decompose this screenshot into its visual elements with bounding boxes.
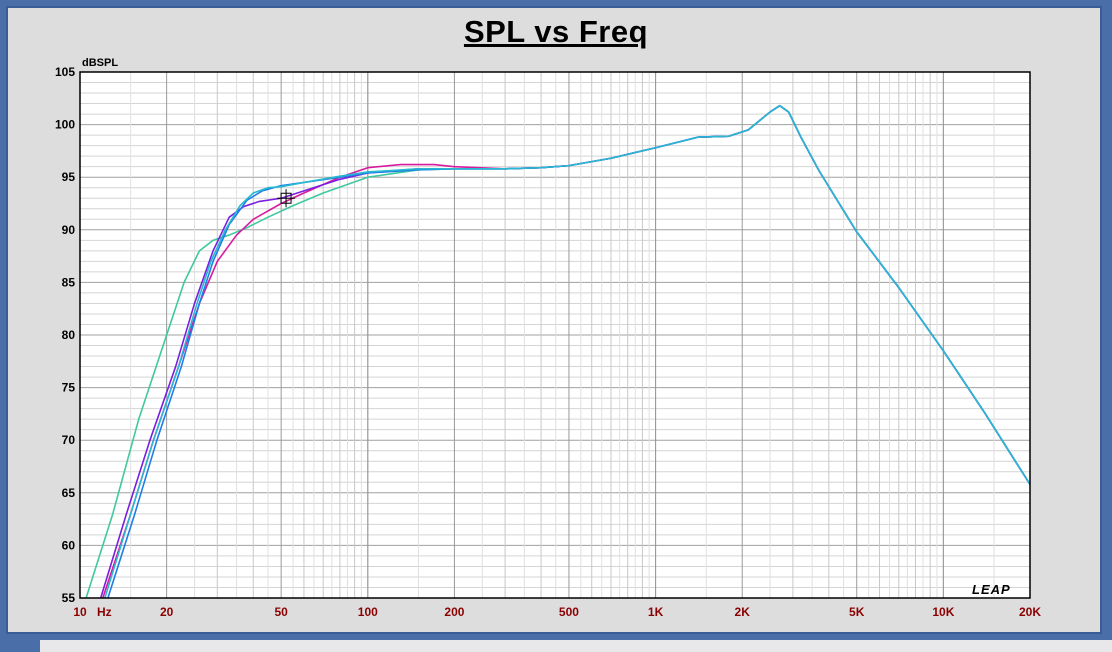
- y-tick-label: 65: [62, 486, 76, 500]
- y-tick-labels: 105 100 95 90 85 80 75 70 65 60 55: [55, 65, 75, 605]
- x-tick-labels: 10 20 50 100 200 500 1K 2K 5K 10K 20K: [73, 605, 1041, 619]
- x-tick-label: 10K: [932, 605, 954, 619]
- grid-lines: [79, 71, 1031, 599]
- x-tick-label: 10: [73, 605, 87, 619]
- y-tick-label: 90: [62, 223, 76, 237]
- cursor-marker[interactable]: [277, 189, 296, 208]
- series-group: [85, 104, 1031, 599]
- y-tick-label: 55: [62, 591, 76, 605]
- y-tick-label: 95: [62, 170, 76, 184]
- y-tick-label: 105: [55, 65, 75, 79]
- y-tick-label: 75: [62, 381, 76, 395]
- x-tick-label: 500: [559, 605, 579, 619]
- x-tick-label: 100: [358, 605, 378, 619]
- y-axis-label: dBSPL: [82, 57, 118, 69]
- x-unit-label: Hz: [97, 605, 112, 619]
- leap-logo: LEAP: [972, 582, 1011, 597]
- x-tick-label: 5K: [849, 605, 865, 619]
- chart-title: SPL vs Freq: [463, 14, 649, 49]
- plot-border: [79, 71, 1031, 599]
- x-tick-label: 200: [444, 605, 464, 619]
- x-tick-label: 2K: [735, 605, 751, 619]
- y-tick-label: 60: [62, 538, 76, 552]
- x-tick-label: 1K: [648, 605, 664, 619]
- series-line: [104, 104, 1031, 599]
- y-tick-label: 70: [62, 433, 76, 447]
- x-tick-label: 50: [274, 605, 288, 619]
- y-tick-label: 80: [62, 328, 76, 342]
- status-strip-inner: [40, 640, 1112, 652]
- x-tick-label: 20: [160, 605, 174, 619]
- x-tick-label: 20K: [1019, 605, 1041, 619]
- y-tick-label: 100: [55, 118, 75, 132]
- y-tick-label: 85: [62, 275, 76, 289]
